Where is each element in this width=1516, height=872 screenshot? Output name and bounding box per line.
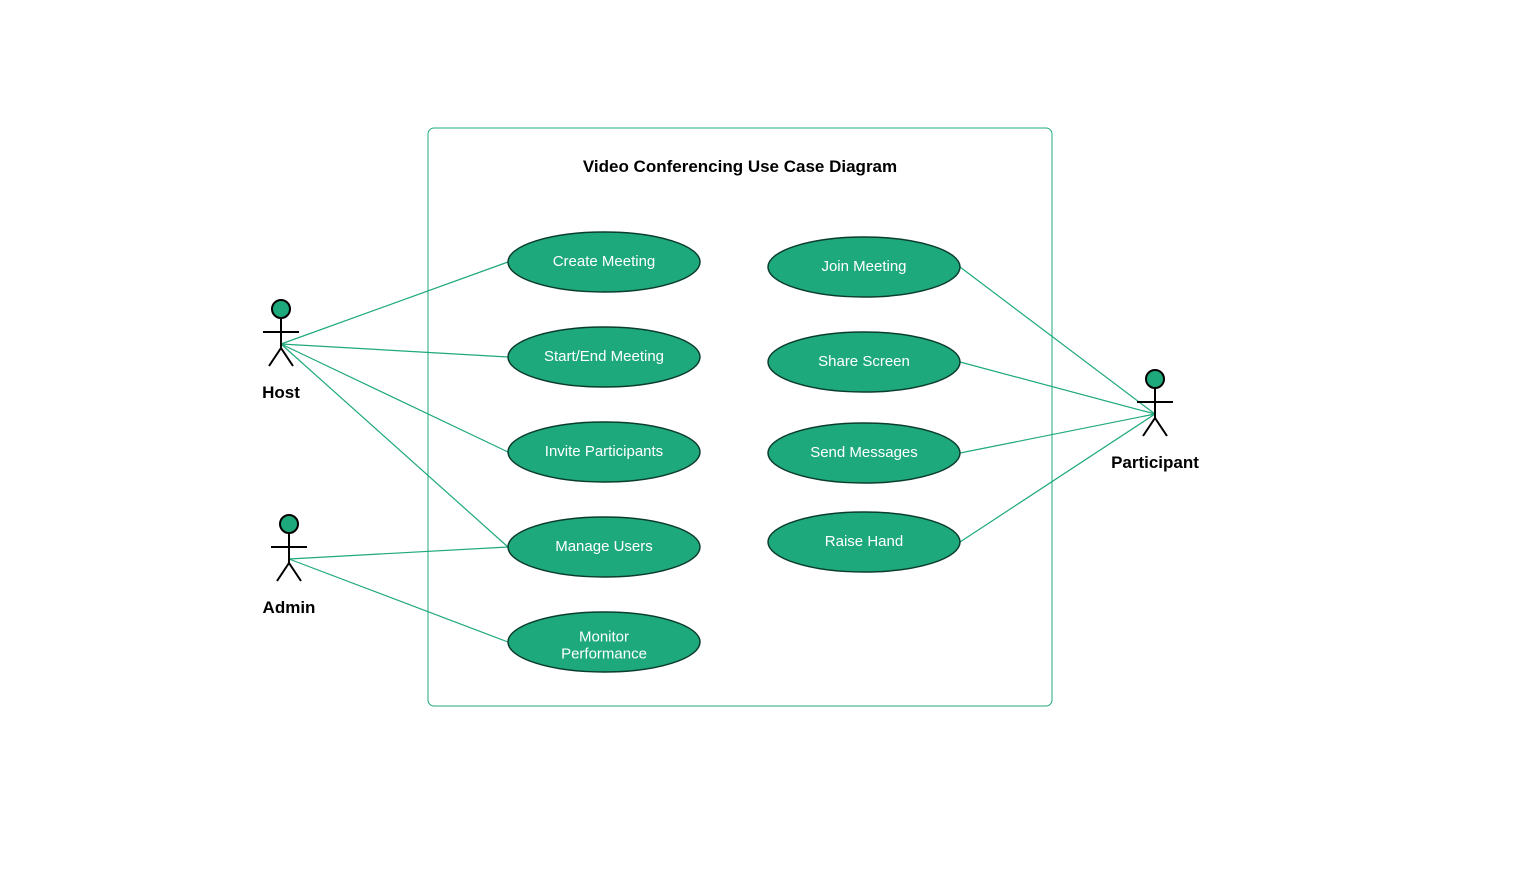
usecase-label-manage-users: Manage Users	[555, 538, 653, 555]
usecase-label-share-screen: Share Screen	[818, 353, 910, 370]
system-boundary	[428, 128, 1052, 706]
actor-label-participant: Participant	[1111, 453, 1199, 472]
actor-head-icon	[1146, 370, 1164, 388]
connector-admin-manage-users	[289, 547, 508, 559]
connector-admin-monitor-performance	[289, 559, 508, 642]
connector-host-start-end-meeting	[281, 344, 508, 357]
connector-participant-share-screen	[960, 362, 1155, 414]
diagram-title: Video Conferencing Use Case Diagram	[583, 157, 897, 176]
connector-host-create-meeting	[281, 262, 508, 344]
diagram-canvas: Video Conferencing Use Case Diagram Creat…	[0, 0, 1516, 872]
connector-participant-join-meeting	[960, 267, 1155, 414]
actor-participant: Participant	[1111, 370, 1199, 472]
actor-head-icon	[280, 515, 298, 533]
connector-host-invite-participants	[281, 344, 508, 452]
usecase-label-raise-hand: Raise Hand	[825, 533, 903, 550]
usecase-label-start-end-meeting: Start/End Meeting	[544, 348, 664, 365]
use-case-diagram-svg: Video Conferencing Use Case Diagram Creat…	[0, 0, 1516, 872]
actor-label-host: Host	[262, 383, 300, 402]
usecase-label-invite-participants: Invite Participants	[545, 443, 663, 460]
usecase-label-join-meeting: Join Meeting	[821, 258, 906, 275]
actor-label-admin: Admin	[263, 598, 316, 617]
connector-host-manage-users	[281, 344, 508, 547]
usecase-label-create-meeting: Create Meeting	[553, 253, 656, 270]
actor-head-icon	[272, 300, 290, 318]
usecase-label-send-messages: Send Messages	[810, 444, 918, 461]
